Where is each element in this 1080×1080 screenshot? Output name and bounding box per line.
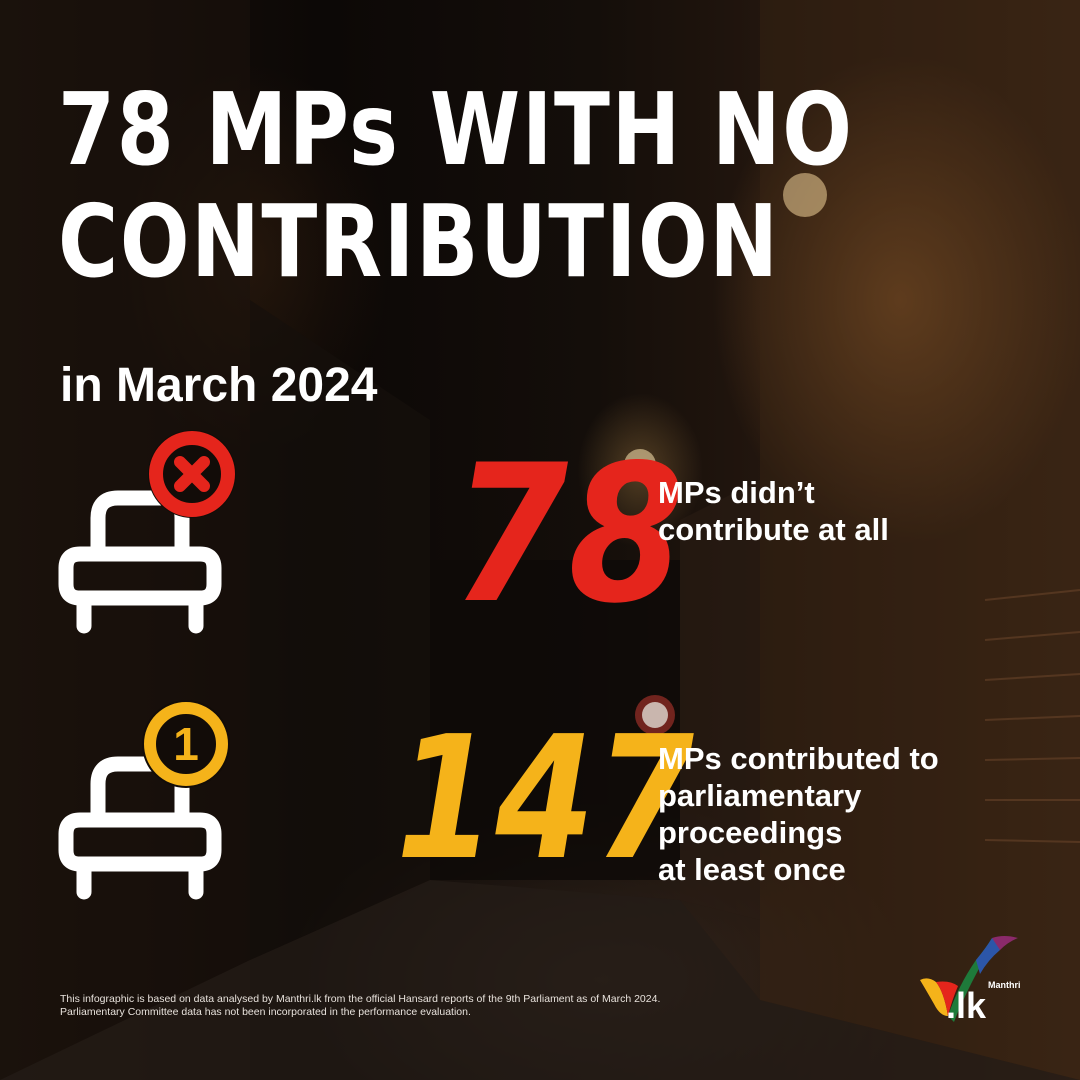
logo-domain: .lk — [946, 985, 987, 1026]
footnote: This infographic is based on data analys… — [60, 993, 820, 1019]
headline-line-2: CONTRIBUTION — [58, 183, 780, 300]
checkmark-logo-icon — [920, 936, 1018, 1022]
badge-one: 1 — [173, 718, 199, 770]
chair-with-one-icon: 1 — [58, 700, 230, 900]
stat-label-contributed: MPs contributed to parliamentary proceed… — [658, 741, 939, 887]
footnote-line-2: Parliamentary Committee data has not bee… — [60, 1006, 471, 1018]
stat-value-no-contribution: 78 — [452, 424, 685, 645]
chair-with-x-icon — [58, 430, 236, 634]
stat-value-contributed: 147 — [396, 700, 695, 898]
headline-line-1: 78 MPs WITH NO — [58, 71, 854, 188]
footnote-line-1: This infographic is based on data analys… — [60, 993, 661, 1005]
stat-label-no-contribution: MPs didn’t contribute at all — [658, 475, 889, 547]
headline: 78 MPs WITH NO CONTRIBUTION — [58, 74, 854, 298]
logo-brand-name: Manthri — [988, 980, 1021, 990]
subtitle-period: in March 2024 — [60, 359, 378, 412]
manthri-logo: Manthri .lk — [914, 930, 1024, 1030]
